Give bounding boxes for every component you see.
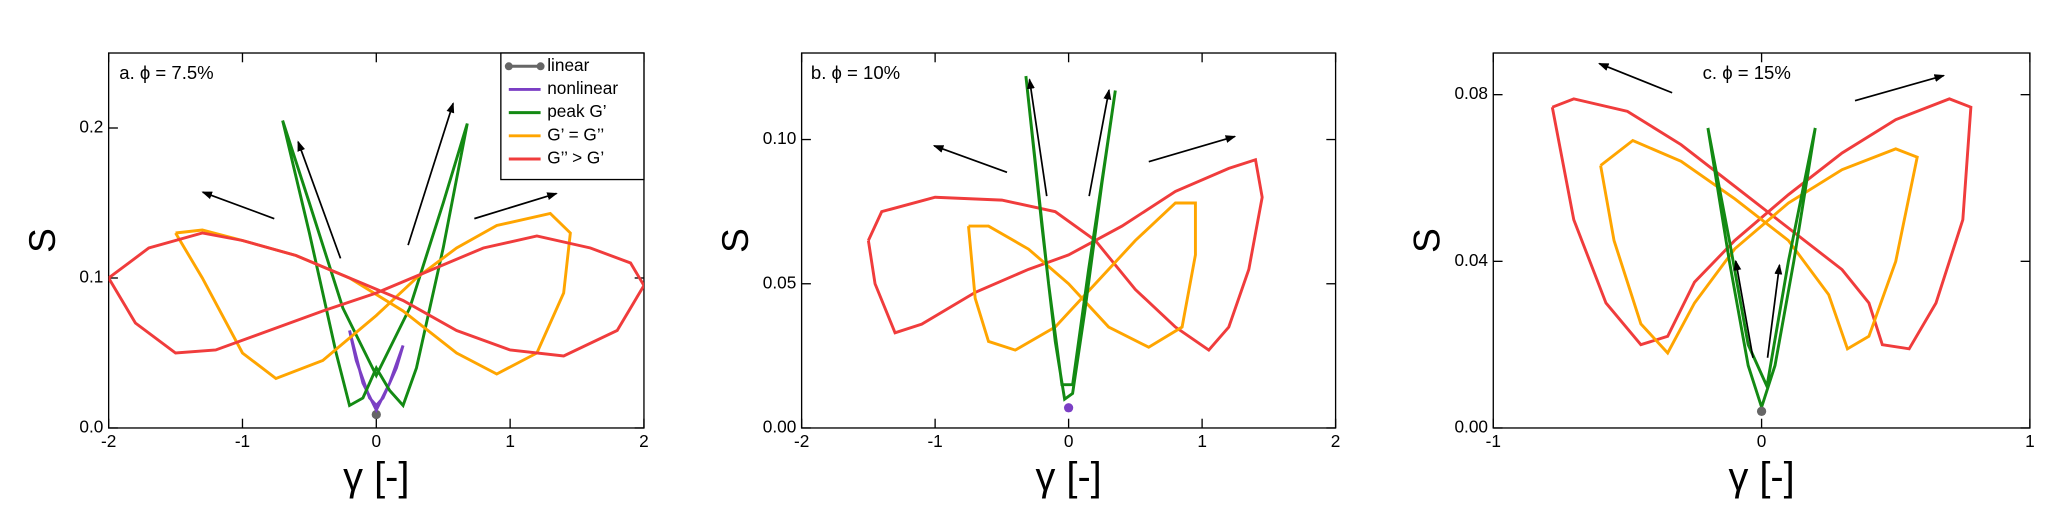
plot-frame bbox=[1492, 52, 2031, 429]
data-line bbox=[348, 330, 405, 414]
legend-label: nonlinear bbox=[547, 78, 618, 98]
data-line bbox=[1550, 97, 1973, 351]
arrow bbox=[407, 102, 455, 246]
legend-marker bbox=[504, 62, 513, 71]
arrow bbox=[1733, 259, 1754, 358]
x-tick-label: 1 bbox=[1197, 431, 1207, 451]
x-tick-label: 1 bbox=[505, 431, 515, 451]
panel: -2 -1 0 1 2 0.00 0.05 0.10 b. ϕ = 10% γ [-] S bbox=[714, 52, 1341, 499]
panel-title: b. ϕ = 10% bbox=[811, 62, 900, 83]
x-tick-label: -2 bbox=[794, 431, 809, 451]
arrow bbox=[297, 140, 342, 259]
arrow bbox=[1148, 135, 1237, 163]
y-axis-label: S bbox=[714, 228, 756, 253]
y-axis-label: S bbox=[21, 228, 63, 253]
legend-label: peak G’ bbox=[547, 101, 606, 121]
arrow bbox=[932, 144, 1008, 174]
y-tick-label: 0.04 bbox=[1454, 250, 1488, 270]
x-tick-label: 0 bbox=[1064, 431, 1074, 451]
x-axis-label: γ [-] bbox=[1035, 455, 1101, 499]
x-tick-label: 1 bbox=[2025, 431, 2035, 451]
x-tick-label: 2 bbox=[1331, 431, 1341, 451]
data-line bbox=[1024, 75, 1117, 402]
y-axis-label: S bbox=[1405, 228, 1447, 253]
arrow bbox=[1598, 62, 1673, 94]
y-tick-label: 0.08 bbox=[1454, 83, 1488, 103]
y-tick-label: 0.0 bbox=[79, 417, 103, 437]
y-tick-label: 0.00 bbox=[1454, 417, 1488, 437]
legend-marker bbox=[536, 62, 545, 71]
legend-label: G’ = G’’ bbox=[547, 124, 604, 144]
x-axis-label: γ [-] bbox=[343, 455, 409, 499]
plot-frame bbox=[800, 52, 1337, 429]
y-tick-label: 0.1 bbox=[79, 267, 103, 287]
arrows bbox=[201, 62, 1946, 358]
arrow bbox=[474, 192, 558, 220]
data-line bbox=[967, 201, 1197, 352]
data-line bbox=[281, 120, 469, 409]
panel-title: a. ϕ = 7.5% bbox=[119, 62, 213, 83]
panel: -1 0 1 0.00 0.04 0.08 c. ϕ = 15% γ [-] S bbox=[1405, 52, 2035, 499]
plot-frame bbox=[107, 52, 645, 429]
x-tick-label: 2 bbox=[639, 431, 649, 451]
x-axis-label: γ [-] bbox=[1728, 455, 1794, 499]
x-tick-label: 0 bbox=[1757, 431, 1767, 451]
data-line bbox=[108, 231, 644, 358]
y-tick-label: 0.2 bbox=[79, 117, 103, 137]
y-tick-label: 0.10 bbox=[763, 128, 797, 148]
data-line bbox=[1706, 127, 1817, 412]
panel-title: c. ϕ = 15% bbox=[1703, 62, 1791, 83]
data-point bbox=[371, 409, 381, 420]
legend-label: G’’ > G’ bbox=[547, 148, 604, 168]
legend-label: linear bbox=[547, 55, 589, 75]
arrow bbox=[1026, 78, 1048, 197]
arrow bbox=[1088, 88, 1112, 197]
data-point bbox=[1756, 406, 1767, 416]
x-tick-label: -2 bbox=[101, 431, 116, 451]
y-tick-label: 0.00 bbox=[763, 417, 797, 437]
arrow bbox=[1854, 74, 1946, 102]
x-tick-label: -1 bbox=[927, 431, 942, 451]
x-tick-label: 0 bbox=[372, 431, 382, 451]
data-point bbox=[1063, 403, 1074, 413]
data-line bbox=[866, 157, 1264, 353]
y-tick-label: 0.05 bbox=[763, 272, 797, 292]
x-tick-label: -1 bbox=[1486, 431, 1501, 451]
arrow bbox=[1766, 263, 1783, 358]
arrow bbox=[201, 191, 275, 220]
data-line bbox=[1599, 138, 1919, 356]
x-tick-label: -1 bbox=[235, 431, 250, 451]
